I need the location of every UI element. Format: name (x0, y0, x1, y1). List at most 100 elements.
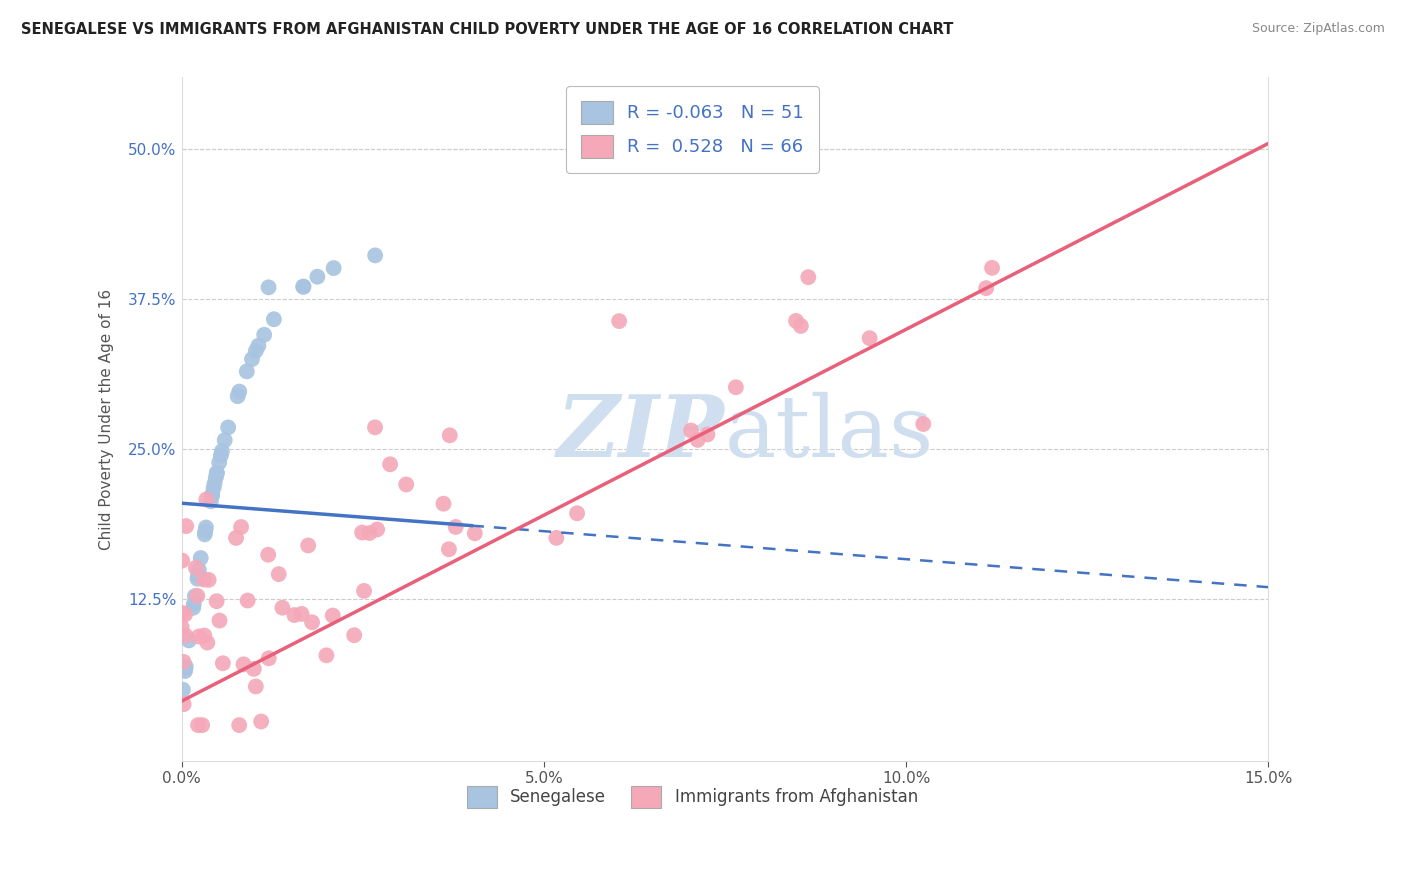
Point (205, 466, 228, 480)
Point (245, 680, 267, 694)
Point (981, 260, 1004, 275)
Point (209, 449, 232, 463)
Point (172, 553, 194, 567)
Point (359, 526, 381, 541)
Point (195, 492, 218, 507)
Point (364, 420, 387, 434)
Point (212, 657, 235, 671)
Text: ZIP: ZIP (557, 392, 725, 475)
Point (267, 567, 290, 582)
Point (686, 433, 709, 447)
Point (292, 279, 315, 293)
Point (291, 607, 314, 621)
Legend: Senegalese, Immigrants from Afghanistan: Senegalese, Immigrants from Afghanistan (460, 780, 925, 814)
Point (395, 477, 418, 491)
Point (191, 718, 214, 732)
Point (201, 488, 224, 502)
Point (232, 657, 254, 672)
Point (186, 572, 208, 586)
Point (201, 488, 224, 502)
Point (208, 614, 231, 628)
Point (797, 270, 820, 285)
Point (184, 589, 207, 603)
Point (240, 352, 263, 367)
Point (174, 661, 197, 675)
Point (200, 494, 222, 508)
Point (253, 327, 276, 342)
Point (187, 630, 209, 644)
Point (912, 417, 935, 431)
Point (172, 606, 194, 620)
Point (183, 597, 205, 611)
Point (211, 444, 233, 458)
Point (174, 664, 197, 678)
Point (228, 718, 250, 732)
Point (439, 428, 461, 442)
Point (343, 628, 366, 642)
Point (271, 600, 294, 615)
Text: SENEGALESE VS IMMIGRANTS FROM AFGHANISTAN CHILD POVERTY UNDER THE AGE OF 16 CORR: SENEGALESE VS IMMIGRANTS FROM AFGHANISTA… (21, 22, 953, 37)
Point (236, 593, 259, 607)
Point (301, 615, 323, 630)
Point (202, 481, 225, 495)
Point (194, 520, 217, 534)
Point (679, 424, 702, 438)
Point (247, 339, 270, 353)
Point (205, 470, 228, 484)
Point (205, 467, 228, 481)
Point (250, 714, 273, 729)
Point (187, 718, 209, 732)
Point (174, 519, 197, 533)
Point (696, 427, 718, 442)
Point (177, 633, 200, 648)
Point (173, 697, 195, 711)
Point (217, 420, 239, 434)
Point (257, 280, 280, 294)
Point (366, 523, 388, 537)
Point (297, 539, 319, 553)
Point (174, 659, 197, 673)
Point (228, 384, 250, 399)
Point (208, 456, 231, 470)
Point (204, 476, 226, 491)
Point (226, 389, 249, 403)
Point (444, 520, 467, 534)
Point (194, 527, 217, 541)
Point (170, 620, 193, 634)
Point (974, 281, 997, 295)
Point (236, 364, 259, 378)
Point (257, 548, 280, 562)
Point (187, 563, 209, 577)
Point (322, 608, 344, 623)
Point (283, 608, 305, 623)
Point (464, 526, 486, 541)
Point (353, 583, 375, 598)
Point (432, 497, 454, 511)
Point (214, 433, 236, 447)
Point (263, 312, 285, 326)
Point (364, 248, 387, 262)
Point (352, 525, 374, 540)
Point (173, 655, 195, 669)
Point (181, 600, 204, 615)
Text: atlas: atlas (725, 392, 934, 475)
Point (785, 314, 807, 328)
Point (437, 542, 460, 557)
Point (546, 531, 568, 545)
Point (315, 648, 337, 663)
Point (193, 573, 215, 587)
Point (184, 560, 207, 574)
Point (197, 573, 219, 587)
Text: Source: ZipAtlas.com: Source: ZipAtlas.com (1251, 22, 1385, 36)
Point (193, 628, 215, 642)
Point (790, 318, 813, 333)
Point (378, 458, 401, 472)
Point (257, 651, 280, 665)
Point (565, 506, 588, 520)
Point (205, 594, 228, 608)
Point (607, 314, 630, 328)
Point (174, 607, 197, 622)
Point (190, 551, 212, 566)
Point (187, 568, 209, 582)
Point (243, 662, 266, 676)
